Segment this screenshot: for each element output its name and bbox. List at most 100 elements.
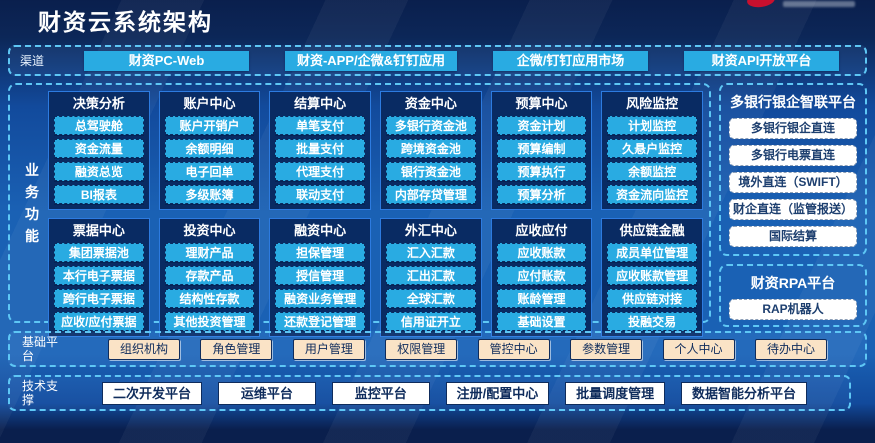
right-column: 多银行银企智联平台 多银行银企直连 多银行电票直连 境外直连（SWIFT） 财企… — [719, 83, 867, 327]
channel-item: 企微/钉钉应用市场 — [493, 50, 648, 71]
module-chip: 应收/应付票据 — [54, 312, 144, 331]
module-chip: 预算分析 — [496, 185, 587, 204]
column-title: 供应链金融 — [619, 223, 685, 238]
module-chip: 供应链对接 — [607, 289, 697, 308]
bank-link-platform-panel: 多银行银企智联平台 多银行银企直连 多银行电票直连 境外直连（SWIFT） 财企… — [719, 83, 867, 256]
business-functions-grid: 决策分析 总驾驶舱 资金流量 融资总览 BI报表 账户中心 账户开销户 余额明细… — [48, 91, 703, 337]
business-functions-panel: 业务功能 决策分析 总驾驶舱 资金流量 融资总览 BI报表 账户中心 账户开销户… — [8, 83, 711, 337]
function-column-account: 账户中心 账户开销户 余额明细 电子回单 多级账簿 — [158, 91, 261, 210]
module-chip: 结构性存款 — [164, 289, 255, 308]
module-chip: 电子回单 — [164, 162, 255, 181]
module-chip: 内部存贷管理 — [385, 185, 476, 204]
function-column-bills: 票据中心 集团票据池 本行电子票据 跨行电子票据 应收/应付票据 — [48, 218, 150, 337]
module-chip: BI报表 — [54, 185, 144, 204]
module-chip: 跨境资金池 — [385, 139, 476, 158]
module-chip: 融资总览 — [54, 162, 144, 181]
tech-support-label: 技术支撑 — [22, 379, 59, 407]
bank-link-item: 国际结算 — [729, 226, 857, 247]
main-area: 业务功能 决策分析 总驾驶舱 资金流量 融资总览 BI报表 账户中心 账户开销户… — [8, 83, 867, 337]
column-title: 结算中心 — [294, 96, 347, 111]
module-chip: 预算编制 — [496, 139, 587, 158]
function-column-capital: 资金中心 多银行资金池 跨境资金池 银行资金池 内部存贷管理 — [379, 91, 482, 210]
function-column-supply-chain: 供应链金融 成员单位管理 应收账款管理 供应链对接 投融交易 — [601, 218, 703, 337]
module-chip: 联动支付 — [275, 185, 365, 204]
module-chip: 多级账簿 — [164, 185, 255, 204]
module-chip: 资金计划 — [496, 116, 587, 135]
base-platform-item: 个人中心 — [662, 338, 735, 360]
rpa-item: RAP机器人 — [729, 299, 857, 320]
module-chip: 融资业务管理 — [275, 289, 365, 308]
module-chip: 还款登记管理 — [275, 312, 365, 331]
bank-link-item: 财企直连（监管报送） — [729, 199, 857, 220]
column-title: 账户中心 — [183, 96, 236, 111]
bank-link-item: 多银行银企直连 — [729, 118, 857, 139]
module-chip: 单笔支付 — [275, 116, 365, 135]
module-chip: 应付账款 — [496, 266, 587, 285]
function-column-forex: 外汇中心 汇入汇款 汇出汇款 全球汇款 信用证开立 — [379, 218, 482, 337]
base-platform-item: 组织机构 — [108, 338, 180, 360]
function-column-financing: 融资中心 担保管理 授信管理 融资业务管理 还款登记管理 — [269, 218, 371, 337]
module-chip: 账龄管理 — [496, 289, 587, 308]
tech-support-items: 二次开发平台 运维平台 监控平台 注册/配置中心 批量调度管理 数据智能分析平台 — [68, 381, 837, 405]
channel-item: 财资API开放平台 — [684, 50, 839, 71]
module-chip: 账户开销户 — [164, 116, 255, 135]
rpa-platform-title: 财资RPA平台 — [750, 275, 836, 291]
module-chip: 预算执行 — [496, 162, 587, 181]
column-title: 外汇中心 — [404, 223, 457, 238]
tech-support-item: 批量调度管理 — [565, 381, 666, 405]
header: 财资云系统架构 — [8, 0, 867, 40]
module-chip: 理财产品 — [164, 243, 255, 262]
column-title: 风险监控 — [626, 96, 679, 111]
module-chip: 存款产品 — [164, 266, 255, 285]
module-chip: 授信管理 — [275, 266, 365, 285]
function-column-settlement: 结算中心 单笔支付 批量支付 代理支付 联动支付 — [269, 91, 371, 210]
module-chip: 批量支付 — [275, 139, 365, 158]
module-chip: 投融交易 — [607, 312, 697, 331]
function-column-ar-ap: 应收应付 应收账款 应付账款 账龄管理 基础设置 — [490, 218, 593, 337]
business-functions-label: 业务功能 — [16, 91, 48, 315]
function-column-investment: 投资中心 理财产品 存款产品 结构性存款 其他投资管理 — [158, 218, 261, 337]
channel-item: 财资PC-Web — [84, 50, 249, 71]
base-platform-item: 管控中心 — [477, 338, 550, 360]
module-chip: 成员单位管理 — [607, 243, 697, 262]
module-chip: 总驾驶舱 — [54, 116, 144, 135]
module-chip: 久悬户监控 — [607, 139, 697, 158]
column-title: 资金中心 — [404, 96, 457, 111]
module-chip: 银行资金池 — [385, 162, 476, 181]
module-chip: 计划监控 — [607, 116, 697, 135]
module-chip: 资金流向监控 — [607, 185, 697, 204]
bank-link-item: 境外直连（SWIFT） — [729, 172, 857, 193]
channels-items: 财资PC-Web 财资-APP/企微&钉钉应用 企微/钉钉应用市场 财资API开… — [66, 50, 855, 71]
module-chip: 全球汇款 — [385, 289, 476, 308]
base-platform-items: 组织机构 角色管理 用户管理 权限管理 管控中心 参数管理 个人中心 待办中心 — [68, 338, 853, 360]
function-column-budget: 预算中心 资金计划 预算编制 预算执行 预算分析 — [490, 91, 593, 210]
tech-support-item: 监控平台 — [331, 381, 430, 405]
tech-support-item: 注册/配置中心 — [445, 381, 550, 405]
tech-support-item: 数据智能分析平台 — [680, 381, 807, 405]
module-chip: 应收账款管理 — [607, 266, 697, 285]
channels-label: 渠道 — [20, 54, 45, 68]
page-title: 财资云系统架构 — [38, 9, 213, 35]
channel-item: 财资-APP/企微&钉钉应用 — [285, 50, 457, 71]
function-column-decision: 决策分析 总驾驶舱 资金流量 融资总览 BI报表 — [48, 91, 150, 210]
base-platform-item: 用户管理 — [292, 338, 365, 360]
module-chip: 其他投资管理 — [164, 312, 255, 331]
column-title: 决策分析 — [72, 96, 125, 111]
column-title: 应收应付 — [515, 223, 568, 238]
base-platform-item: 参数管理 — [570, 338, 643, 360]
base-platform-item: 待办中心 — [754, 338, 827, 360]
module-chip: 基础设置 — [496, 312, 587, 331]
base-platform-label: 基础平台 — [22, 335, 59, 363]
function-column-risk: 风险监控 计划监控 久悬户监控 余额监控 资金流向监控 — [601, 91, 703, 210]
tech-support-band: 技术支撑 二次开发平台 运维平台 监控平台 注册/配置中心 批量调度管理 数据智… — [8, 375, 851, 411]
module-chip: 跨行电子票据 — [54, 289, 144, 308]
base-platform-item: 权限管理 — [385, 338, 458, 360]
module-chip: 余额监控 — [607, 162, 697, 181]
rpa-platform-panel: 财资RPA平台 RAP机器人 — [719, 264, 867, 327]
module-chip: 多银行资金池 — [385, 116, 476, 135]
bank-link-item: 多银行电票直连 — [729, 145, 857, 166]
module-chip: 资金流量 — [54, 139, 144, 158]
business-functions-label-text: 业务功能 — [25, 162, 39, 244]
column-title: 融资中心 — [294, 223, 347, 238]
base-platform-band: 基础平台 组织机构 角色管理 用户管理 权限管理 管控中心 参数管理 个人中心 … — [8, 331, 867, 367]
